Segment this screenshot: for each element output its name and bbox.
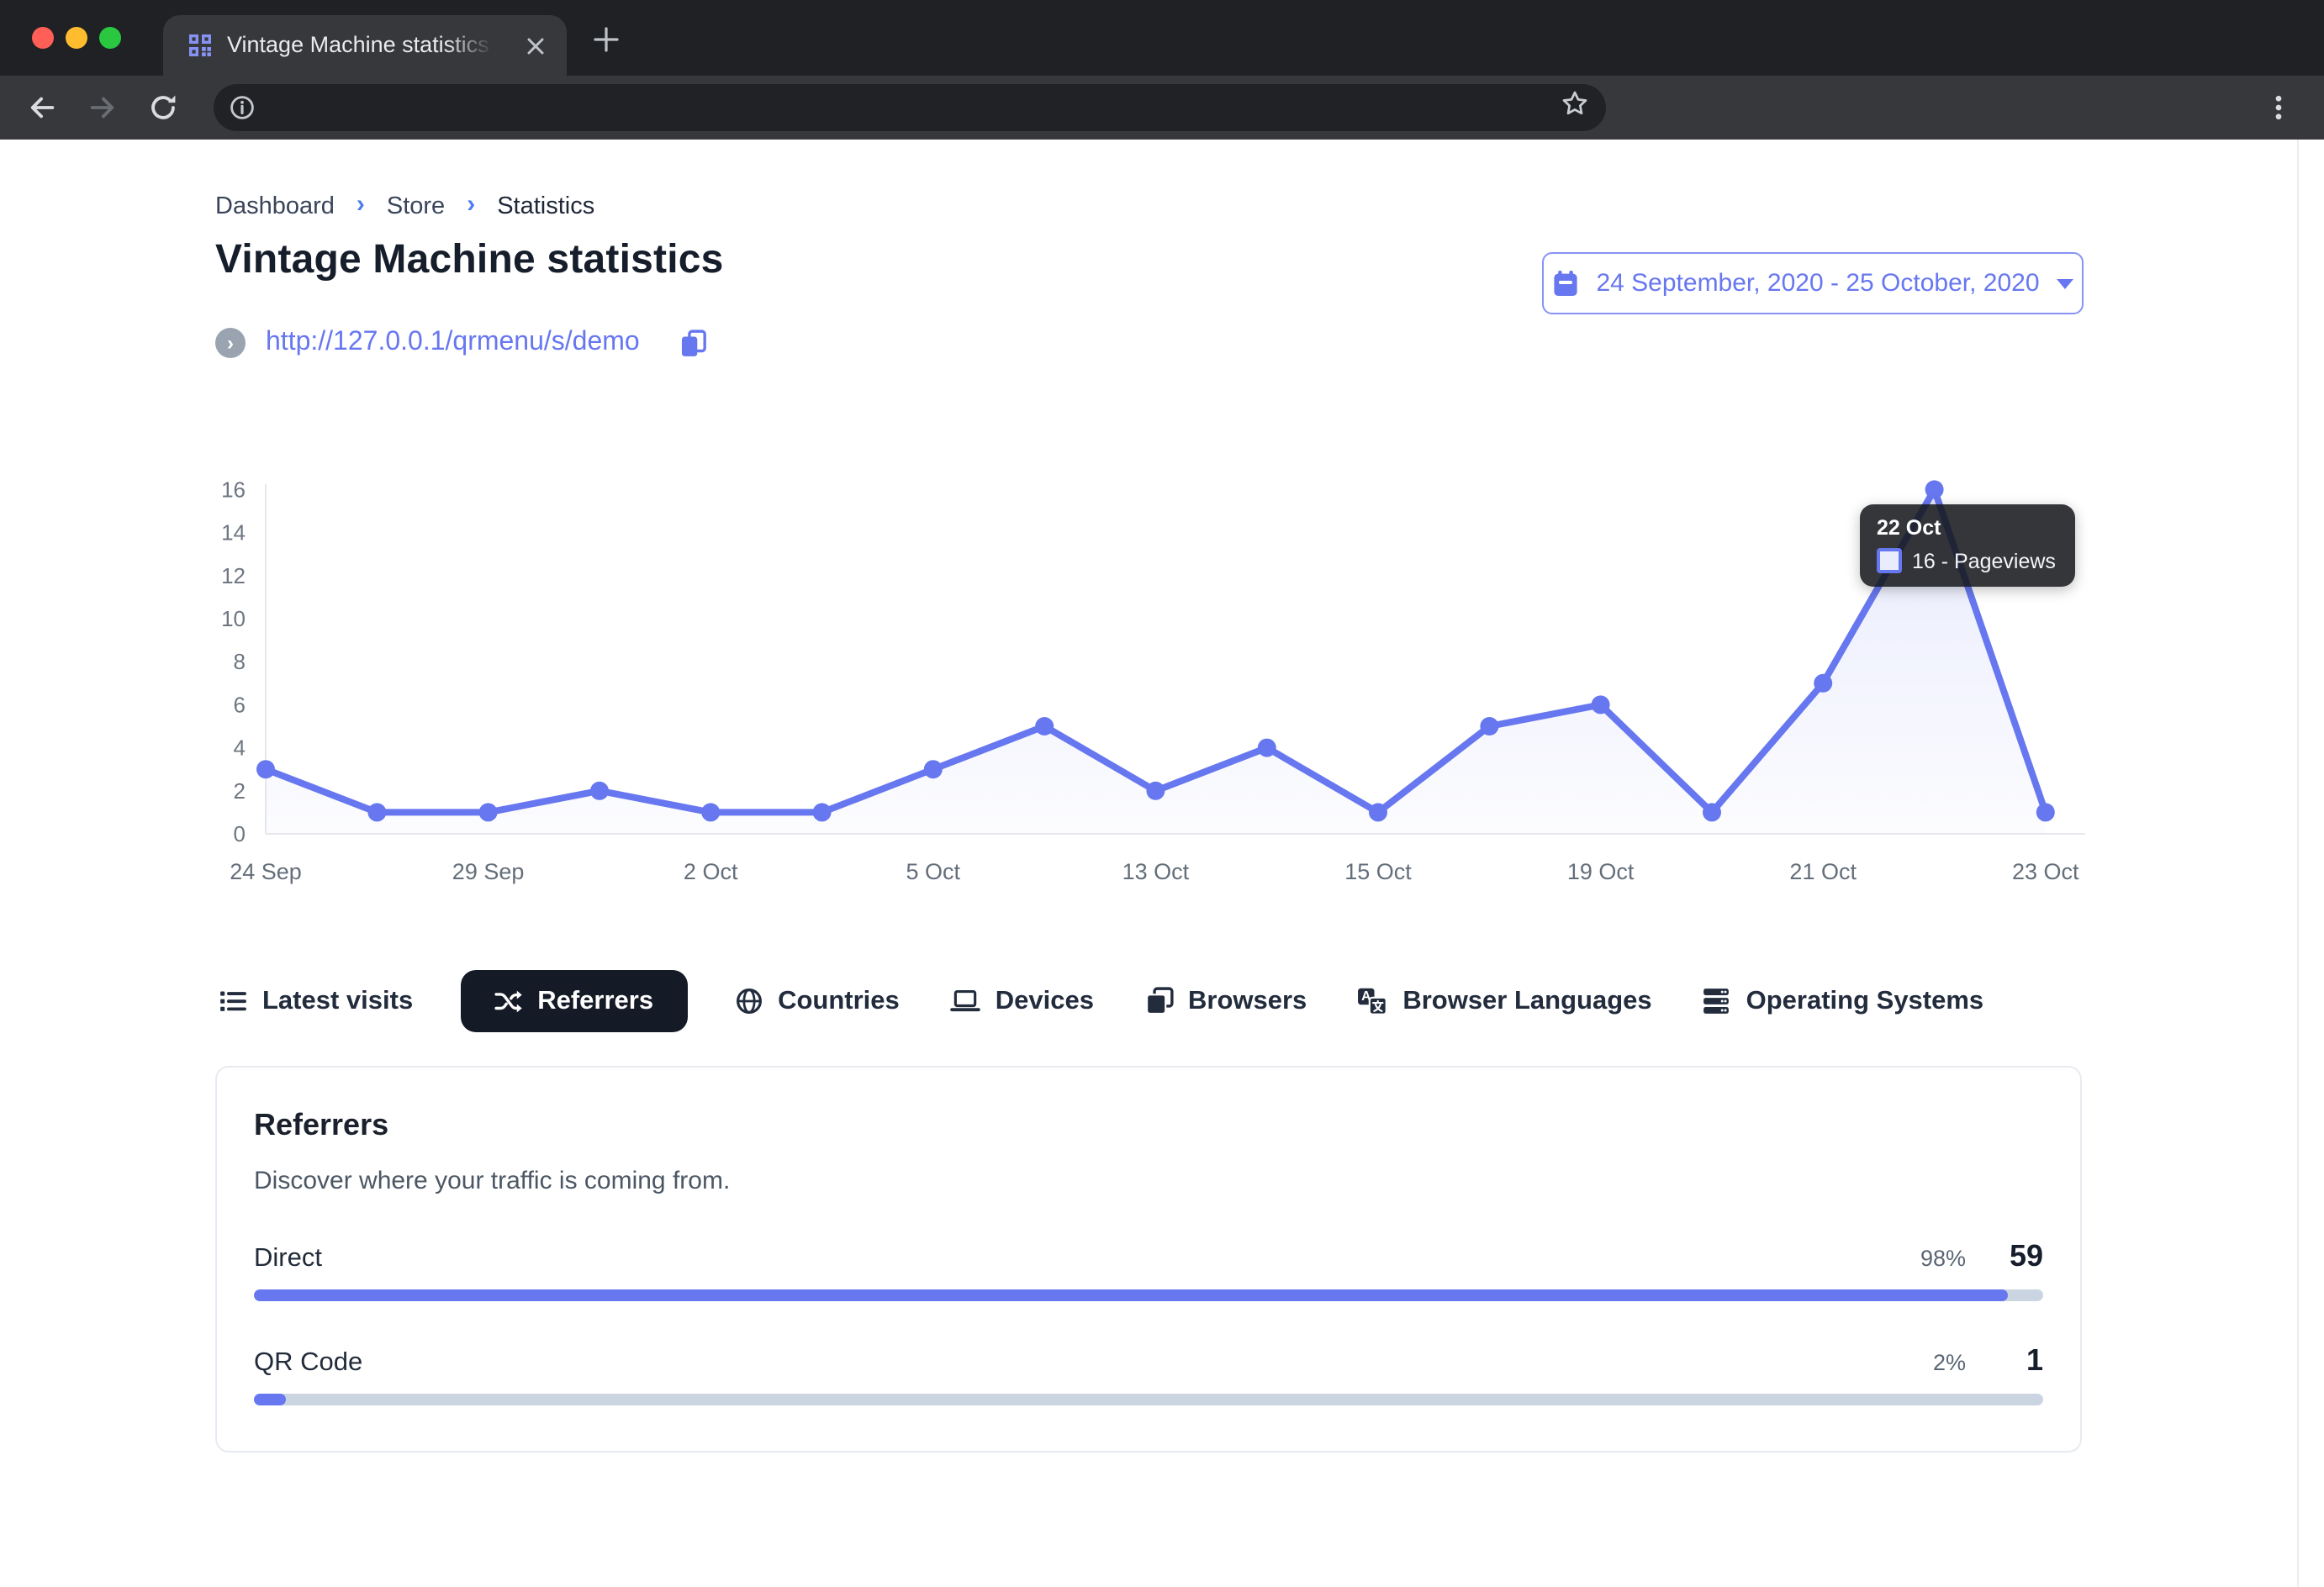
browser-tab[interactable]: Vintage Machine statistics - Ea [163, 15, 567, 76]
referrer-label: QR Code [254, 1348, 363, 1377]
bookmark-star-icon[interactable] [1561, 89, 1589, 126]
store-url-link[interactable]: http://127.0.0.1/qrmenu/s/demo [266, 328, 640, 356]
browser-menu-icon[interactable] [2263, 92, 2294, 131]
circle-chevron-icon: › [215, 328, 246, 358]
window-zoom-button[interactable] [99, 27, 121, 49]
window-close-button[interactable] [32, 27, 54, 49]
calendar-icon [1552, 270, 1579, 297]
site-info-icon[interactable] [229, 94, 256, 121]
referrer-percent: 98% [1920, 1246, 1966, 1271]
svg-text:6: 6 [234, 692, 246, 717]
svg-text:19 Oct: 19 Oct [1567, 859, 1635, 884]
new-tab-button[interactable] [585, 18, 626, 59]
svg-text:15 Oct: 15 Oct [1344, 859, 1412, 884]
chevron-right-icon: › [467, 190, 476, 219]
breadcrumb: Dashboard › Store › Statistics [215, 190, 595, 220]
progress-bar-fill [254, 1394, 287, 1405]
svg-text:2: 2 [234, 778, 246, 804]
svg-text:24 Sep: 24 Sep [230, 859, 302, 884]
svg-text:13 Oct: 13 Oct [1122, 859, 1190, 884]
svg-text:23 Oct: 23 Oct [2012, 859, 2079, 884]
svg-text:4: 4 [234, 736, 246, 761]
window-minimize-button[interactable] [66, 27, 87, 49]
caret-down-icon [2056, 278, 2073, 288]
favicon-qr-icon [187, 32, 214, 59]
windows-icon [1145, 987, 1173, 1015]
laptop-icon [949, 989, 980, 1012]
shuffle-icon [494, 990, 521, 1013]
line-chart-canvas[interactable]: 0 2 4 6 8 10 12 14 16 24 Sep 29 Sep 2 Oct 5 Oct 13 Oc… [168, 471, 2136, 899]
copy-icon[interactable] [680, 329, 709, 357]
referrer-label: Direct [254, 1244, 322, 1273]
referrer-row-qr-code: QR Code 2% 1 [254, 1343, 2043, 1405]
tab-close-icon[interactable] [520, 30, 550, 61]
svg-text:10: 10 [221, 606, 246, 631]
address-bar[interactable] [214, 84, 1606, 131]
svg-text:21 Oct: 21 Oct [1789, 859, 1857, 884]
tab-countries[interactable]: Countries [731, 970, 903, 1032]
referrers-panel: Referrers Discover where your traffic is… [215, 1066, 2082, 1453]
stats-tab-bar: Latest visits Referrers Countries [215, 970, 1987, 1032]
back-icon[interactable] [27, 92, 57, 123]
chevron-right-icon: › [356, 190, 365, 219]
chart-tooltip: 22 Oct 16 - Pageviews [1860, 504, 2076, 587]
breadcrumb-store[interactable]: Store [386, 192, 446, 219]
tab-title: Vintage Machine statistics - Ea [227, 32, 493, 57]
browser-toolbar [0, 76, 2324, 140]
svg-text:A: A [1361, 989, 1371, 1004]
forward-icon[interactable] [87, 92, 118, 123]
progress-bar-track [254, 1289, 2043, 1301]
tab-browsers[interactable]: Browsers [1141, 970, 1310, 1032]
svg-text:16: 16 [221, 477, 246, 502]
svg-text:12: 12 [221, 563, 246, 588]
store-url-row: › http://127.0.0.1/qrmenu/s/demo [215, 328, 709, 358]
tooltip-series-swatch [1877, 548, 1902, 573]
page-scrollbar[interactable] [2297, 140, 2324, 1587]
progress-bar-track [254, 1394, 2043, 1405]
server-stack-icon [1703, 989, 1730, 1014]
date-range-label: 24 September, 2020 - 25 October, 2020 [1596, 269, 2040, 298]
panel-title: Referrers [254, 1108, 389, 1141]
translate-icon: A [1358, 988, 1388, 1015]
list-icon [220, 991, 246, 1011]
referrer-percent: 2% [1932, 1350, 1966, 1375]
pageviews-chart[interactable]: 0 2 4 6 8 10 12 14 16 24 Sep 29 Sep 2 Oct 5 Oct 13 Oc… [168, 471, 2136, 899]
referrer-row-direct: Direct 98% 59 [254, 1239, 2043, 1301]
tab-devices[interactable]: Devices [947, 970, 1097, 1032]
breadcrumb-dashboard[interactable]: Dashboard [215, 192, 335, 219]
globe-icon [736, 989, 762, 1014]
page-content: Dashboard › Store › Statistics Vintage M… [0, 140, 2324, 1587]
svg-text:2 Oct: 2 Oct [684, 859, 738, 884]
date-range-button[interactable]: 24 September, 2020 - 25 October, 2020 [1542, 252, 2084, 314]
svg-text:14: 14 [221, 520, 246, 546]
panel-subtitle: Discover where your traffic is coming fr… [254, 1167, 731, 1195]
tab-referrers[interactable]: Referrers [460, 970, 688, 1032]
svg-text:5 Oct: 5 Oct [906, 859, 961, 884]
referrer-count: 1 [2026, 1343, 2043, 1377]
breadcrumb-statistics: Statistics [497, 192, 595, 219]
tab-operating-systems[interactable]: Operating Systems [1699, 970, 1988, 1032]
browser-tab-strip: Vintage Machine statistics - Ea [0, 0, 2324, 76]
tab-browser-languages[interactable]: A Browser Languages [1354, 970, 1655, 1032]
svg-text:8: 8 [234, 649, 246, 674]
tooltip-value: 16 - Pageviews [1912, 549, 2056, 572]
progress-bar-fill [254, 1289, 2008, 1301]
tooltip-date: 22 Oct [1877, 516, 1941, 540]
page-title: Vintage Machine statistics [215, 237, 724, 282]
tab-latest-visits[interactable]: Latest visits [215, 970, 416, 1032]
referrer-count: 59 [2009, 1239, 2043, 1273]
svg-text:0: 0 [234, 821, 246, 846]
svg-text:29 Sep: 29 Sep [452, 859, 525, 884]
reload-icon[interactable] [148, 92, 178, 123]
